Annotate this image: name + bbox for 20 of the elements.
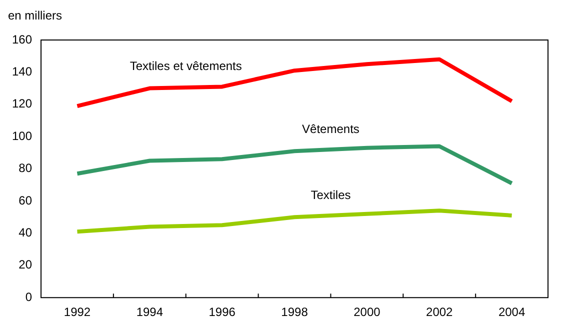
y-tick-label: 0 [25, 290, 32, 304]
y-tick-label: 80 [18, 161, 32, 176]
series-label: Vêtements [302, 122, 360, 136]
x-tick-label: 2000 [354, 305, 381, 320]
x-tick-label: 1994 [136, 305, 164, 320]
y-tick-label: 100 [12, 128, 32, 143]
y-tick-label: 60 [18, 193, 32, 208]
y-tick-label: 20 [18, 258, 32, 272]
series-label: Textiles [310, 188, 351, 202]
y-tick-label: 140 [12, 64, 32, 79]
y-axis-title: en milliers [8, 8, 62, 22]
series-label: Textiles et vêtements [130, 59, 242, 74]
x-tick-label: 2002 [426, 305, 454, 320]
y-tick-label: 160 [12, 32, 32, 46]
x-tick-label: 1998 [281, 305, 308, 320]
y-tick-label: 40 [18, 226, 32, 240]
y-tick-label: 120 [12, 96, 32, 111]
x-tick-label: 1992 [64, 305, 91, 320]
x-tick-label: 2004 [498, 305, 526, 320]
x-tick-label: 1996 [208, 305, 236, 320]
